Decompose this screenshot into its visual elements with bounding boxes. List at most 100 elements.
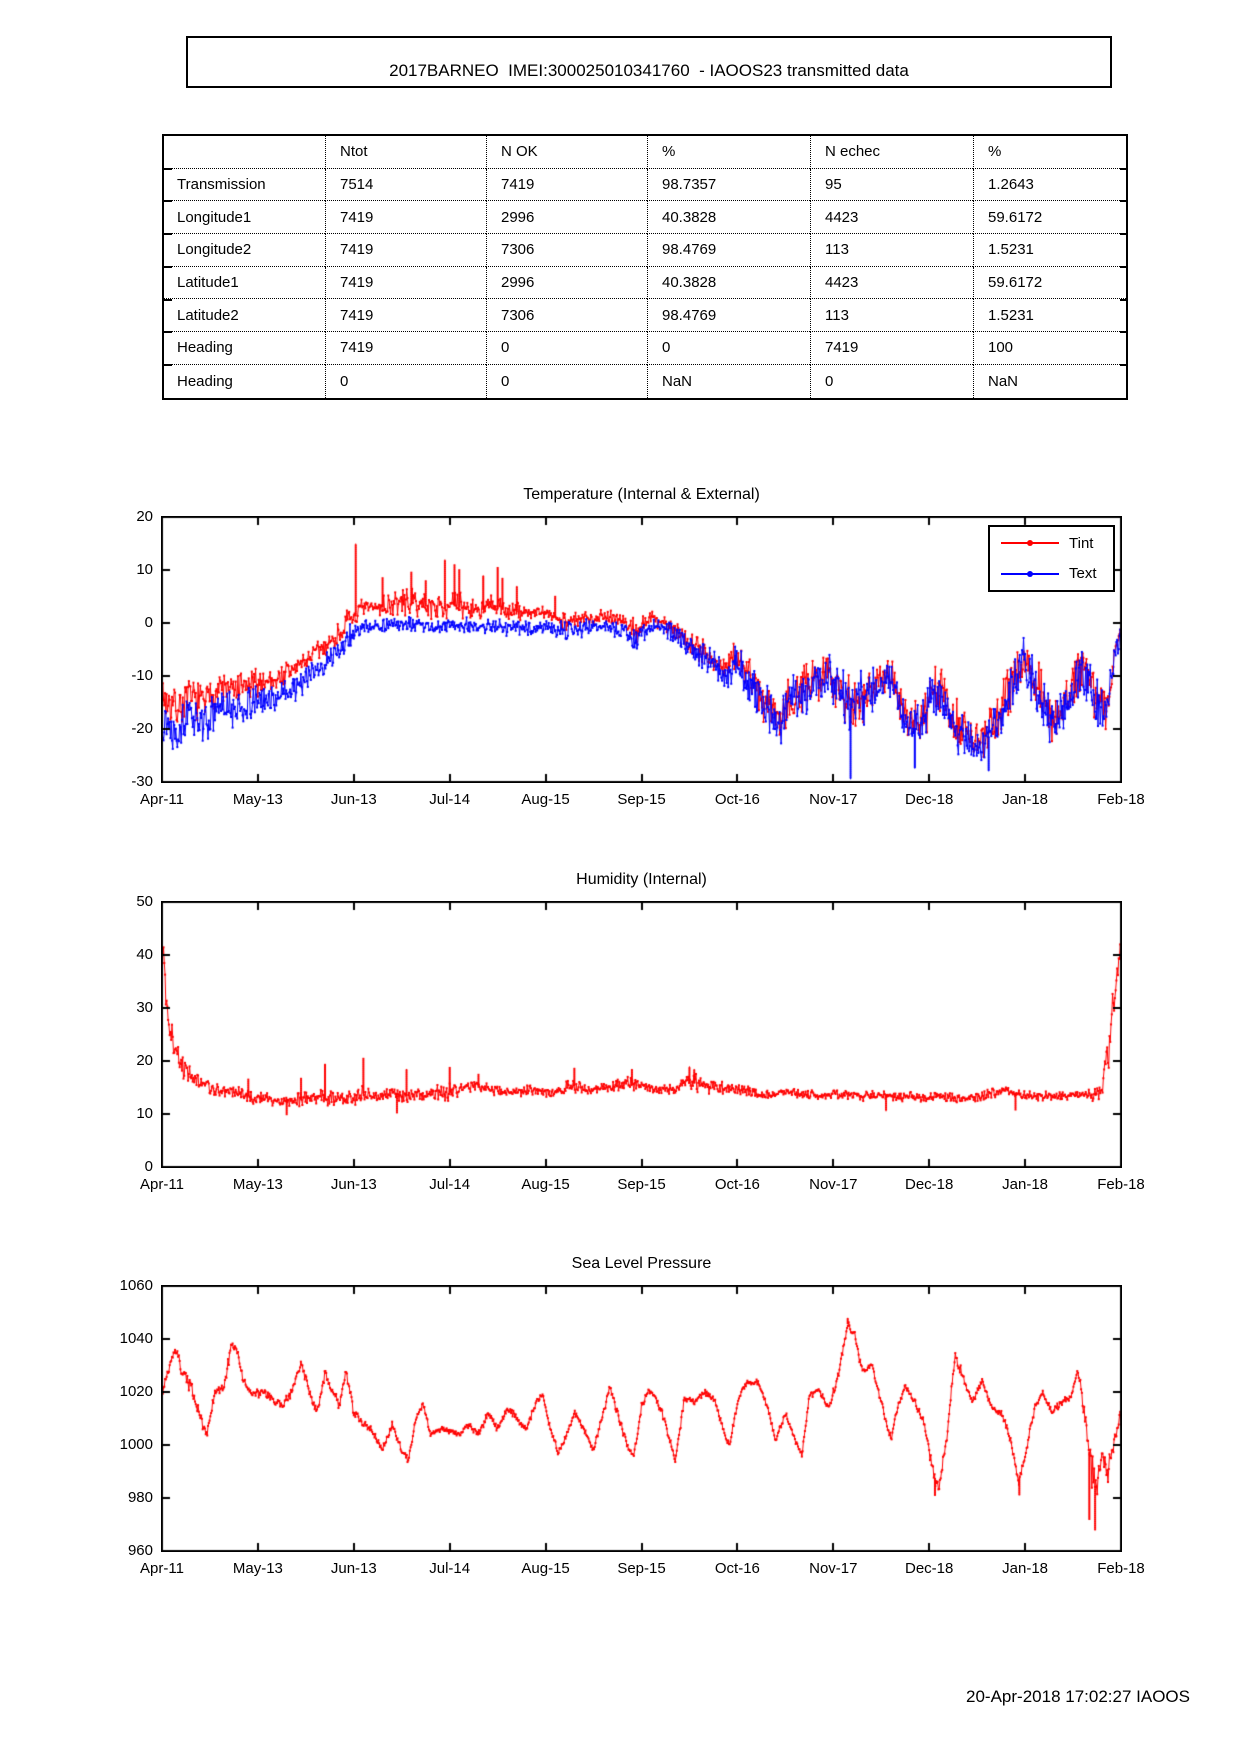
pressure-chart-title: Sea Level Pressure xyxy=(571,1255,712,1272)
x-tick-label: Jun-13 xyxy=(330,791,377,808)
report-timestamp: 20-Apr-2018 17:02:27 IAOOS xyxy=(966,1687,1190,1706)
text-line-sample xyxy=(1001,570,1059,577)
table-cell: 7306 xyxy=(486,299,647,333)
table-cell: 7514 xyxy=(325,168,486,202)
y-tick-label: 1060 xyxy=(119,1277,153,1294)
table-row-tick xyxy=(164,200,172,203)
table-row-tick xyxy=(164,331,172,334)
table-row-tick xyxy=(1120,233,1128,236)
table-cell: 40.3828 xyxy=(647,266,810,300)
table-cell: 98.7357 xyxy=(647,168,810,202)
tint-label: Tint xyxy=(1069,534,1094,552)
table-header-cell: % xyxy=(973,136,1126,169)
table-cell: 98.4769 xyxy=(647,299,810,333)
x-tick-label: May-13 xyxy=(232,1560,283,1577)
table-cell: 7419 xyxy=(810,332,973,365)
y-tick-label: 0 xyxy=(144,614,153,631)
table-cell: 100 xyxy=(973,332,1126,365)
text-label: Text xyxy=(1069,565,1097,583)
table-cell: 7419 xyxy=(486,168,647,202)
table-cell: 1.2643 xyxy=(973,168,1126,202)
x-tick-label: Aug-15 xyxy=(521,1176,570,1193)
x-tick-label: Dec-18 xyxy=(905,1560,954,1577)
y-tick-label: 20 xyxy=(136,508,153,525)
x-tick-label: Jun-13 xyxy=(330,1560,377,1577)
table-cell: 2996 xyxy=(486,201,647,235)
x-tick-label: Sep-15 xyxy=(617,791,666,808)
table-cell: 40.3828 xyxy=(647,201,810,235)
table-cell: NaN xyxy=(973,364,1126,398)
y-tick-label: 40 xyxy=(136,946,153,963)
table-row-tick xyxy=(1120,331,1128,334)
table-cell: 7306 xyxy=(486,234,647,267)
y-tick-label: 20 xyxy=(136,1052,153,1069)
y-tick-label: 30 xyxy=(136,999,153,1016)
x-tick-label: Oct-16 xyxy=(714,1560,760,1577)
y-tick-label: 50 xyxy=(136,893,153,910)
x-tick-label: Sep-15 xyxy=(617,1560,666,1577)
x-tick-label: Nov-17 xyxy=(809,1560,858,1577)
table-row-tick xyxy=(1120,298,1128,301)
x-tick-label: Aug-15 xyxy=(521,791,570,808)
tint-marker-icon xyxy=(1027,540,1033,547)
table-row-tick xyxy=(1120,363,1128,366)
x-tick-label: Dec-18 xyxy=(905,1176,954,1193)
x-tick-label: Dec-18 xyxy=(905,791,954,808)
row-label: Longitude2 xyxy=(164,234,325,267)
table-header-cell: Ntot xyxy=(325,136,486,169)
table-row-tick xyxy=(164,363,172,366)
x-tick-label: Jan-18 xyxy=(1002,1176,1049,1193)
temperature-chart-title: Temperature (Internal & External) xyxy=(523,486,760,503)
row-label: Latitude1 xyxy=(164,267,325,300)
table-cell: 98.4769 xyxy=(647,234,810,267)
x-tick-label: Jan-18 xyxy=(1002,791,1049,808)
table-row-tick xyxy=(164,167,172,170)
table-row-tick xyxy=(164,265,172,268)
x-tick-label: Feb-18 xyxy=(1097,1560,1145,1577)
humidity-chart-title: Humidity (Internal) xyxy=(576,871,707,888)
y-tick-label: 1040 xyxy=(119,1330,153,1347)
table-cell: 2996 xyxy=(486,266,647,300)
text-marker-icon xyxy=(1027,570,1033,577)
table-cell: 1.5231 xyxy=(973,299,1126,333)
table-header-cell xyxy=(164,136,325,169)
temperature-legend: Tint Text xyxy=(988,525,1115,592)
tint-line-sample xyxy=(1001,540,1059,547)
x-tick-label: Feb-18 xyxy=(1097,1176,1145,1193)
table-cell: 95 xyxy=(810,168,973,202)
y-tick-label: 1020 xyxy=(119,1383,153,1400)
x-tick-label: Jul-14 xyxy=(429,791,471,808)
row-label: Heading xyxy=(177,372,233,390)
legend-entry-text: Text xyxy=(990,560,1113,588)
table-header-cell: % xyxy=(647,136,810,169)
y-tick-label: 980 xyxy=(127,1489,153,1506)
y-tick-label: 960 xyxy=(127,1542,153,1559)
table-cell: 4423 xyxy=(810,201,973,235)
table-row-tick xyxy=(1120,200,1128,203)
row-label: Longitude1 xyxy=(164,201,325,235)
pressure-canvas xyxy=(161,1285,1122,1552)
table-cell: 7419 xyxy=(325,299,486,333)
y-tick-label: 1000 xyxy=(119,1436,153,1453)
x-tick-label: Aug-15 xyxy=(521,1560,570,1577)
y-tick-label: 10 xyxy=(136,1105,153,1122)
x-tick-label: Jan-18 xyxy=(1002,1560,1049,1577)
y-tick-label: 0 xyxy=(144,1158,153,1175)
table-cell: 7419 xyxy=(325,266,486,300)
y-tick-label: 10 xyxy=(136,561,153,578)
stats-table: Ntot N OK% N echec% Transmission 7514 7419 98.… xyxy=(162,134,1128,400)
x-tick-label: Apr-11 xyxy=(140,791,184,808)
humidity-plot: 50 40 30 20 10 0 Apr-11 May-13 Jun-13 Jul-14 Aug-1… xyxy=(136,893,1144,1193)
table-row-tick xyxy=(164,233,172,236)
report-title-box: 2017BARNEO IMEI:300025010341760 - IAOOS2… xyxy=(186,36,1112,88)
table-cell: 4423 xyxy=(810,266,973,300)
report-title: 2017BARNEO IMEI:300025010341760 - IAOOS2… xyxy=(389,61,909,80)
temperature-canvas xyxy=(161,516,1122,783)
x-tick-label: Jun-13 xyxy=(330,1176,377,1193)
x-tick-label: Oct-16 xyxy=(714,1176,760,1193)
table-cell: 1.5231 xyxy=(973,234,1126,267)
x-tick-label: Sep-15 xyxy=(617,1176,666,1193)
table-cell: 7419 xyxy=(325,332,486,365)
y-tick-label: -20 xyxy=(131,720,153,737)
